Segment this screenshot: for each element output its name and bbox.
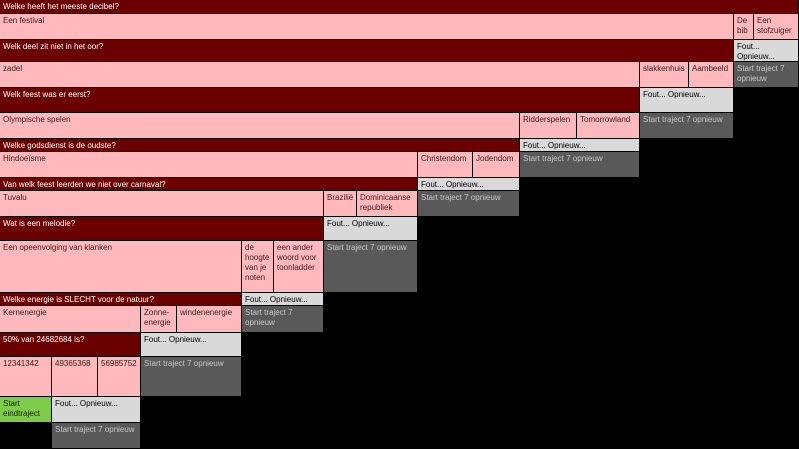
fout-7[interactable]: Fout... Opnieuw... (141, 333, 242, 357)
answer-correct-4[interactable]: Hindoeïsme (0, 152, 418, 178)
answer-correct-3[interactable]: Olympische spelen (0, 113, 520, 139)
question-7: Welke energie is SLECHT voor de natuur? (0, 293, 242, 306)
answer-correct-2[interactable]: zadel (0, 62, 640, 88)
answer-correct-7[interactable]: Kernenergie (0, 306, 141, 333)
answer-wrong-4b[interactable]: Jodendom (473, 152, 520, 178)
answer-wrong-6a[interactable]: de hoogte van je noten (242, 241, 274, 293)
fout-5[interactable]: Fout... Opnieuw... (324, 217, 418, 241)
fout-4[interactable]: Fout... Opnieuw... (418, 178, 520, 191)
restart-6[interactable]: Start traject 7 opnieuw (242, 306, 324, 333)
answer-correct-1[interactable]: Een festival (0, 14, 734, 40)
fout-1[interactable]: Fout... Opnieuw... (734, 40, 799, 62)
answer-wrong-1b[interactable]: Een stofzuiger (754, 14, 799, 40)
start-final-button[interactable]: Start eindtraject (0, 397, 52, 423)
answer-wrong-2a[interactable]: slakkenhuis (640, 62, 689, 88)
fout-6[interactable]: Fout... Opnieuw... (242, 293, 324, 306)
restart-4[interactable]: Start traject 7 opnieuw (418, 191, 520, 217)
restart-1[interactable]: Start traject 7 opnieuw (734, 62, 799, 88)
answer-wrong-1a[interactable]: De bib (734, 14, 754, 40)
answer-wrong-4a[interactable]: Christendom (418, 152, 473, 178)
answer-wrong-3b[interactable]: Tomorrowland (577, 113, 640, 139)
question-1: Welke heeft het meeste decibel? (0, 0, 799, 14)
fout-2[interactable]: Fout... Opnieuw... (640, 88, 734, 113)
answer-correct-6[interactable]: Een opeenvolging van klanken (0, 241, 242, 293)
question-5: Van welk feest leerden we niet over carn… (0, 178, 418, 191)
answer-wrong-8b[interactable]: 56985752 (98, 357, 141, 397)
restart-7[interactable]: Start traject 7 opnieuw (141, 357, 242, 397)
fout-3[interactable]: Fout... Opnieuw... (520, 139, 640, 152)
restart-3[interactable]: Start traject 7 opnieuw (520, 152, 640, 178)
restart-8[interactable]: Start traject 7 opnieuw (52, 423, 141, 449)
question-2: Welk deel zit niet in het oor? (0, 40, 734, 62)
question-8: 50% van 24682684 is? (0, 333, 141, 357)
question-4: Welke godsdienst is de oudste? (0, 139, 520, 152)
answer-wrong-8a[interactable]: 49365368 (52, 357, 98, 397)
restart-5[interactable]: Start traject 7 opnieuw (324, 241, 418, 293)
answer-wrong-3a[interactable]: Ridderspelen (520, 113, 577, 139)
answer-wrong-7b[interactable]: windenenergie (177, 306, 242, 333)
answer-correct-5[interactable]: Tuvalu (0, 191, 324, 217)
restart-2[interactable]: Start traject 7 opnieuw (640, 113, 734, 139)
answer-wrong-5b[interactable]: Dominicaanse republiek (357, 191, 418, 217)
question-3: Welk feest was er eerst? (0, 88, 640, 113)
answer-correct-8[interactable]: 12341342 (0, 357, 52, 397)
answer-wrong-6b[interactable]: een ander woord voor toonladder (274, 241, 324, 293)
answer-wrong-7a[interactable]: Zonne-energie (141, 306, 177, 333)
fout-8[interactable]: Fout... Opnieuw... (52, 397, 141, 423)
question-6: Wat is een melodie? (0, 217, 324, 241)
answer-wrong-2b[interactable]: Aambeeld (689, 62, 734, 88)
answer-wrong-5a[interactable]: Brazilië (324, 191, 357, 217)
